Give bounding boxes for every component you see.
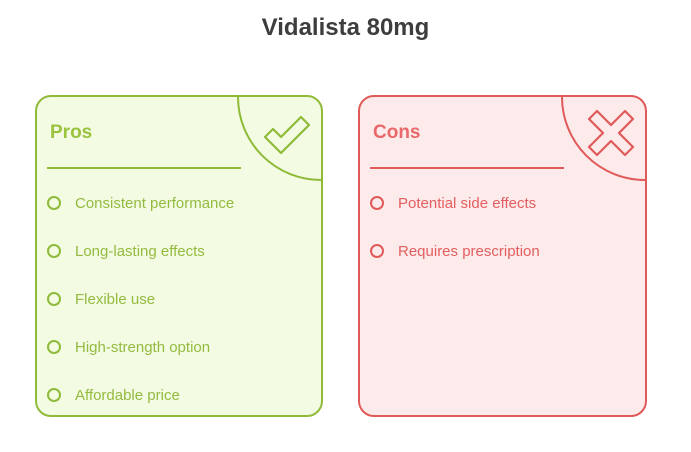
cons-list: Potential side effects Requires prescrip… (370, 179, 540, 275)
list-item: Potential side effects (370, 179, 540, 227)
pros-item-text: Consistent performance (75, 194, 235, 212)
pros-item-text: Affordable price (75, 386, 180, 404)
circle-bullet-icon (370, 196, 384, 210)
circle-bullet-icon (370, 244, 384, 258)
list-item: Affordable price (47, 371, 234, 415)
list-item: Requires prescription (370, 227, 540, 275)
pros-list: Consistent performance Long-lasting effe… (47, 179, 234, 415)
list-item: High-strength option (47, 323, 234, 371)
cons-divider (370, 167, 564, 169)
cons-item-text: Requires prescription (398, 242, 540, 260)
x-icon (587, 109, 635, 157)
circle-bullet-icon (47, 244, 61, 258)
page-title: Vidalista 80mg (261, 14, 430, 41)
pros-card: Pros Consistent performance Long-lasting… (35, 95, 323, 417)
pros-item-text: High-strength option (75, 338, 211, 356)
cons-item-text: Potential side effects (398, 194, 537, 212)
circle-bullet-icon (47, 340, 61, 354)
pros-divider (47, 167, 241, 169)
circle-bullet-icon (47, 196, 61, 210)
pros-item-text: Long-lasting effects (75, 242, 205, 260)
pros-item-text: Flexible use (75, 290, 156, 308)
check-icon (263, 115, 311, 155)
cons-heading: Cons (373, 122, 421, 143)
circle-bullet-icon (47, 388, 61, 402)
cons-card: Cons Potential side effects Requires pre… (358, 95, 647, 417)
circle-bullet-icon (47, 292, 61, 306)
pros-heading: Pros (50, 122, 93, 143)
list-item: Consistent performance (47, 179, 234, 227)
list-item: Long-lasting effects (47, 227, 234, 275)
list-item: Flexible use (47, 275, 234, 323)
